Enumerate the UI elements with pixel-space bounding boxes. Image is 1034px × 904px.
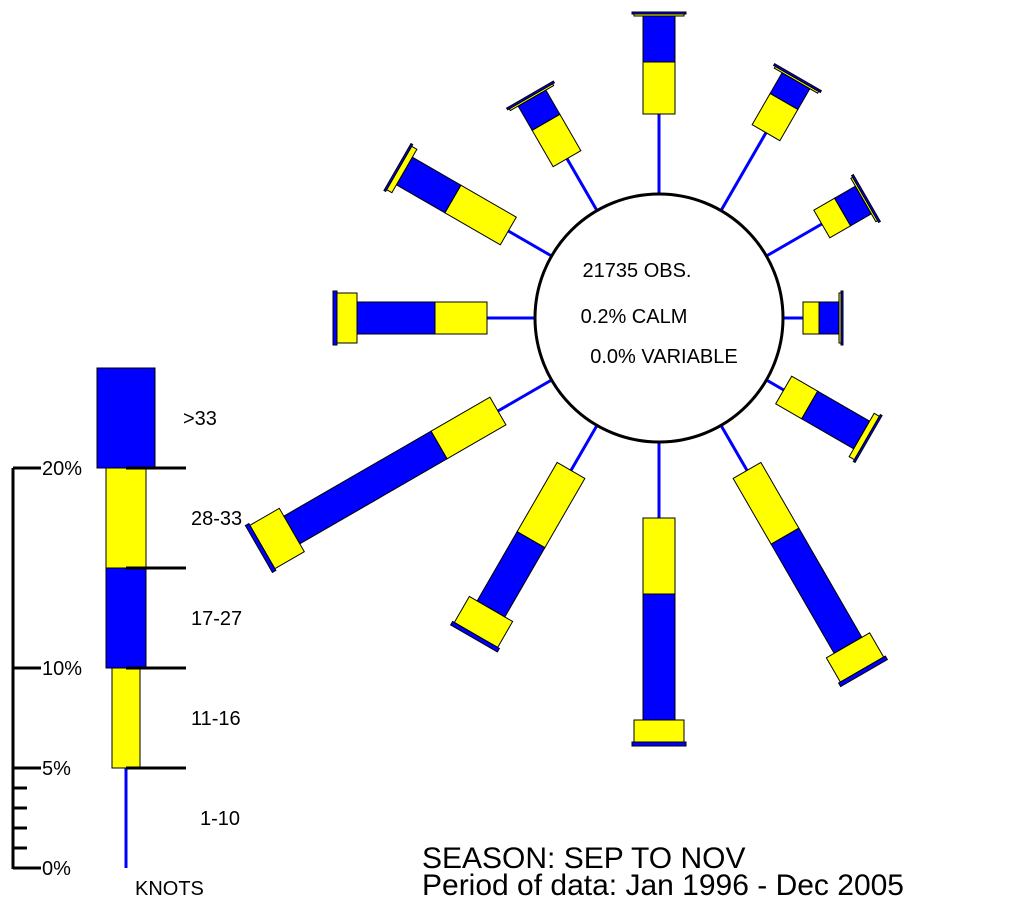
rose-segment-1-10 [569,424,599,472]
rose-segment-11-16 [802,301,820,335]
legend-bar-bin-11-16 [111,667,141,769]
legend-percent-label: 5% [42,758,71,780]
calm-label: 0.2% CALM [581,306,688,328]
rose-arm-180 [631,442,687,747]
rose-arm-240 [244,378,553,574]
rose-arm-60 [765,173,882,258]
center-circle [533,192,785,444]
rose-segment-1-10 [565,157,599,212]
legend-percent-label: 0% [42,858,71,880]
rose-arm-330 [505,80,599,212]
rose-segment-11-16 [430,396,507,460]
rose-segment-1-10 [497,378,553,413]
rose-segment-17-27 [642,593,676,721]
rose-segment-gt33 [631,741,687,747]
rose-segment-11-16 [732,461,800,545]
legend-speed-label: >33 [183,408,217,430]
rose-arm-270 [332,290,535,346]
wind-rose [244,11,889,747]
obs-count-label: 21735 OBS. [583,260,692,282]
rose-segment-1-10 [719,424,749,472]
variable-label: 0.0% VARIABLE [590,346,737,368]
legend: 20% 10% 5% 0% >33 28-33 17-27 11-16 1-10 KNOTS [11,367,242,900]
rose-segment-17-27 [770,527,863,655]
rose-arm-300 [383,142,553,258]
rose-segment-gt33 [449,620,501,653]
legend-percent-label: 20% [42,458,82,480]
rose-arm-210 [449,424,599,653]
rose-arm-90 [783,290,844,346]
period-title: Period of data: Jan 1996 - Dec 2005 [422,869,904,902]
rose-segment-1-10 [719,131,768,212]
rose-segment-gt33 [631,11,687,15]
rose-segment-1-10 [765,378,785,392]
rose-segment-17-27 [818,301,840,335]
legend-bar-bin-28-33 [105,467,147,569]
rose-arm-150 [719,424,889,688]
rose-segment-17-27 [476,531,546,618]
legend-bar-bin-17-27 [105,567,147,669]
rose-segment-11-16 [516,461,586,549]
season-title: SEASON: SEP TO NOV [422,842,745,875]
legend-speed-label: 11-16 [191,708,241,730]
rose-arm-120 [765,375,883,464]
center-circle-group: 21735 OBS. 0.2% CALM 0.0% VARIABLE [533,192,785,444]
legend-unit-label: KNOTS [135,878,204,900]
rose-segment-1-10 [765,222,823,258]
rose-segment-11-16 [642,61,676,115]
rose-segment-gt33 [840,290,844,346]
legend-speed-label: 28-33 [191,508,242,530]
rose-segment-17-27 [283,430,448,545]
legend-speed-label: 17-27 [191,608,242,630]
legend-speed-label: 1-10 [200,808,240,830]
rose-segment-gt33 [332,290,338,346]
legend-percent-label: 10% [42,658,82,680]
rose-segment-11-16 [434,301,488,335]
rose-segment-gt33 [852,413,883,464]
rose-segment-28-33 [633,719,685,743]
rose-segment-11-16 [642,517,676,595]
rose-segment-gt33 [837,655,889,688]
rose-segment-28-33 [336,292,358,344]
rose-arm-0 [631,11,687,194]
rose-segment-gt33 [772,63,823,94]
rose-segment-1-10 [507,229,553,258]
rose-segment-17-27 [356,301,436,335]
rose-segment-gt33 [505,80,556,111]
rose-arm-30 [719,63,823,212]
rose-segment-17-27 [642,15,676,63]
legend-bar-bin->33 [96,367,156,469]
rose-segment-gt33 [383,142,414,193]
rose-segment-gt33 [850,173,882,224]
rose-segment-gt33 [244,522,277,574]
